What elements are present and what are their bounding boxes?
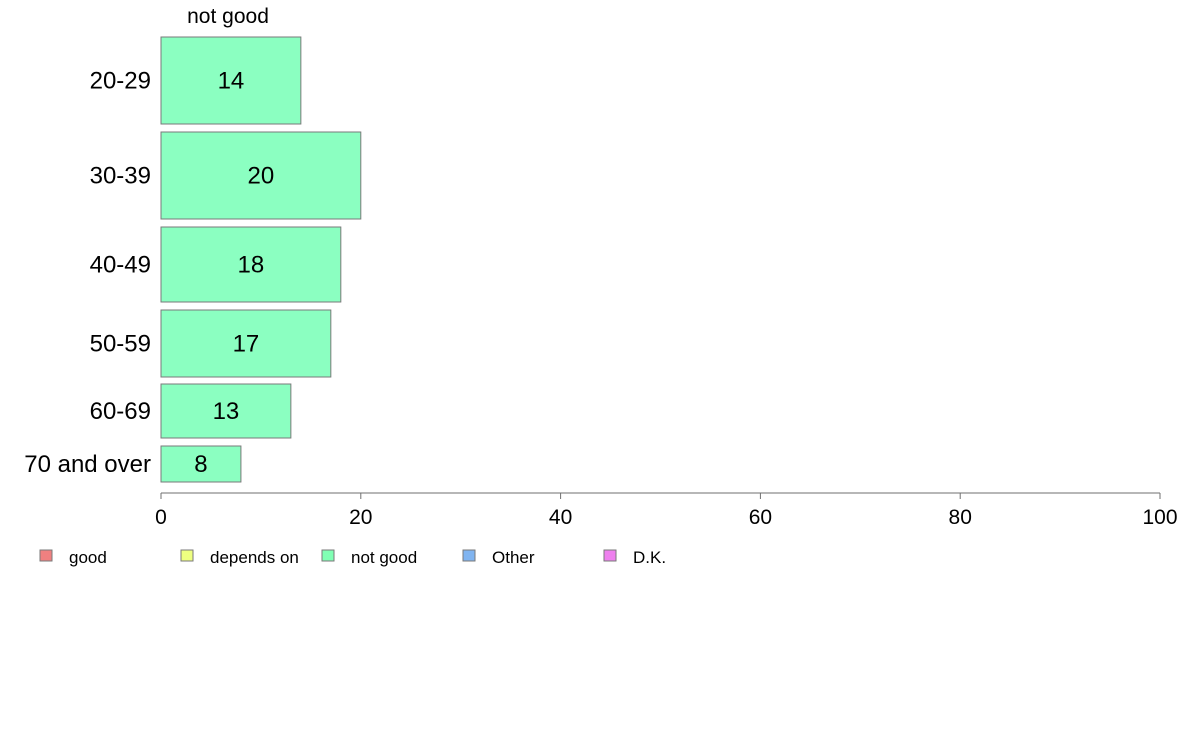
category-label: 20-29 — [90, 68, 151, 95]
bar-value-label: 13 — [213, 398, 240, 425]
legend: good depends on not good Other D.K. — [39, 548, 666, 567]
x-tick-label: 80 — [949, 506, 972, 529]
legend-swatch — [180, 549, 194, 562]
bar-value-label: 18 — [238, 252, 265, 279]
legend-label: depends on — [210, 548, 299, 567]
legend-label: D.K. — [633, 548, 666, 567]
legend-swatch — [603, 549, 617, 562]
legend-label: not good — [351, 548, 417, 567]
column-header-label: not good — [187, 5, 269, 28]
x-tick-label: 0 — [155, 506, 167, 529]
bar-20-29 — [160, 36, 302, 125]
x-tick-label: 100 — [1142, 506, 1177, 529]
category-label: 50-59 — [90, 331, 151, 358]
bar-40-49 — [160, 226, 342, 303]
legend-label: good — [69, 548, 107, 567]
bar-30-39 — [160, 131, 362, 220]
x-axis: 0 20 40 60 80 100 — [155, 492, 1178, 529]
legend-swatch — [462, 549, 476, 562]
x-tick-label: 40 — [549, 506, 572, 529]
bar-60-69 — [160, 383, 292, 439]
x-tick-label: 60 — [749, 506, 772, 529]
category-label: 70 and over — [24, 451, 151, 478]
bar-value-label: 17 — [233, 331, 260, 358]
category-label: 30-39 — [90, 163, 151, 190]
bar-value-label: 14 — [218, 68, 245, 95]
category-label: 60-69 — [90, 398, 151, 425]
bar-70-and-over — [160, 445, 242, 483]
legend-label: Other — [492, 548, 535, 567]
bars-layer: 14 20-29 20 30-39 18 40-49 17 50-59 13 60-69 8 70 a… — [24, 36, 362, 483]
bar-50-59 — [160, 309, 332, 378]
bar-value-label: 8 — [194, 451, 207, 478]
legend-swatch — [39, 549, 53, 562]
x-tick-label: 20 — [349, 506, 372, 529]
category-label: 40-49 — [90, 252, 151, 279]
bar-value-label: 20 — [248, 163, 275, 190]
legend-swatch — [321, 549, 335, 562]
